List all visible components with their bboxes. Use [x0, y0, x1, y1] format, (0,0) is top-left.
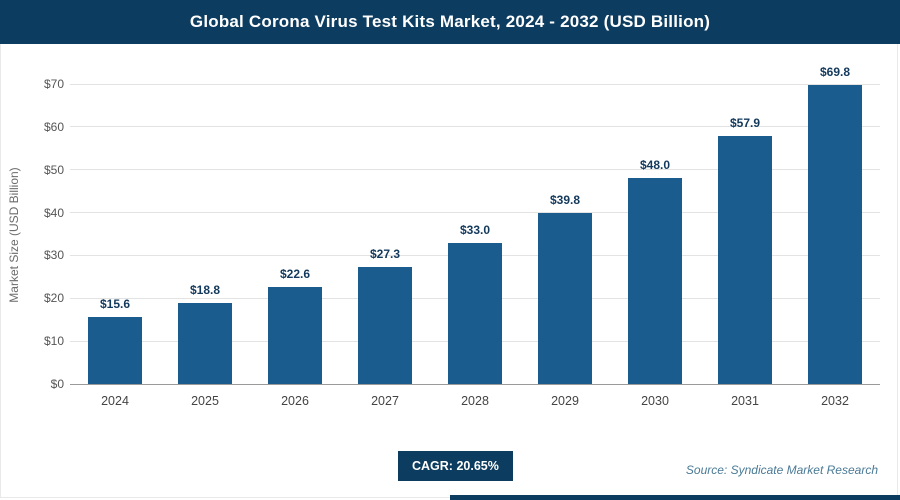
bar-2031	[718, 135, 772, 384]
bar-value-label: $15.6	[99, 297, 131, 312]
bottom-accent-bar	[450, 495, 900, 500]
chart-header: Global Corona Virus Test Kits Market, 20…	[0, 0, 900, 44]
y-axis-title: Market Size (USD Billion)	[7, 167, 21, 303]
bar-value-label: $18.8	[189, 283, 221, 298]
cagr-badge: CAGR: 20.65%	[398, 451, 513, 481]
x-tick-label: 2028	[461, 394, 489, 408]
bar-2024	[88, 317, 142, 384]
bar-2028	[448, 242, 502, 384]
gridline	[70, 169, 880, 171]
gridline	[70, 212, 880, 214]
bar-2032	[808, 84, 862, 384]
x-tick-label: 2025	[191, 394, 219, 408]
x-axis-line	[70, 383, 880, 385]
bar-2025	[178, 303, 232, 384]
y-tick-label: $20	[43, 291, 64, 306]
y-tick-label: $50	[43, 162, 64, 177]
y-tick-label: $30	[43, 248, 64, 263]
bar-value-label: $22.6	[279, 267, 311, 282]
x-tick-label: 2027	[371, 394, 399, 408]
y-tick-label: $70	[43, 77, 64, 91]
bar-chart-plot-area: $15.6 $18.8 $22.6 $27.3 $33.0 $39.8 $48.0 $57.9…	[70, 65, 880, 385]
gridline	[70, 126, 880, 128]
bar-value-label: $33.0	[459, 222, 491, 237]
bar-2027	[358, 267, 412, 384]
source-note: Source: Syndicate Market Research	[685, 463, 878, 477]
bar-2029	[538, 213, 592, 384]
gridline	[70, 83, 880, 85]
x-tick-label: 2026	[281, 394, 309, 408]
y-tick-label: $40	[43, 205, 64, 220]
bar-value-label: $39.8	[549, 193, 581, 208]
bar-value-label: $27.3	[369, 247, 401, 261]
bar-2026	[268, 287, 322, 384]
y-tick-label: $10	[43, 334, 64, 349]
x-tick-label: 2032	[821, 394, 849, 408]
y-tick-label: $60	[43, 119, 64, 134]
bar-value-label: $57.9	[729, 115, 761, 130]
x-tick-label: 2030	[641, 394, 669, 408]
x-tick-label: 2029	[551, 394, 579, 408]
chart-title: Global Corona Virus Test Kits Market, 20…	[189, 12, 711, 31]
bar-value-label: $48.0	[639, 158, 671, 173]
x-tick-label: 2024	[101, 394, 129, 408]
y-tick-label: $0	[50, 377, 64, 391]
x-tick-label: 2031	[731, 394, 759, 408]
bar-2030	[628, 178, 682, 384]
bar-value-label: $69.8	[819, 64, 851, 79]
